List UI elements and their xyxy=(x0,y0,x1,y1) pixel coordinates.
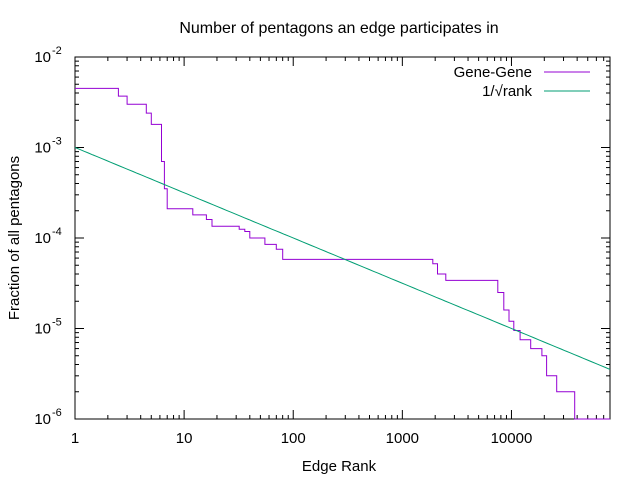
series-layer xyxy=(74,87,611,420)
y-axis-ticks: 10-610-510-410-310-2 xyxy=(34,45,610,428)
x-axis-label: Edge Rank xyxy=(302,458,377,475)
legend-label: Gene-Gene xyxy=(454,64,532,81)
y-tick-exponent: -6 xyxy=(52,407,62,419)
y-tick-exponent: -3 xyxy=(52,136,62,148)
plot-frame xyxy=(74,56,611,420)
y-tick-label: 10 xyxy=(34,140,51,157)
plot-border xyxy=(74,56,611,420)
y-tick-label: 10 xyxy=(34,411,51,428)
y-tick-exponent: -5 xyxy=(52,317,62,329)
y-tick-exponent: -4 xyxy=(52,226,62,238)
series-line-2 xyxy=(74,147,611,370)
x-tick-label: 10000 xyxy=(491,430,533,447)
series-line-1 xyxy=(75,87,610,420)
y-tick-label: 10 xyxy=(34,230,51,247)
y-tick-label: 10 xyxy=(34,321,51,338)
y-tick-exponent: -2 xyxy=(52,45,62,57)
y-tick-label: 10 xyxy=(34,49,51,66)
chart-title: Number of pentagons an edge participates… xyxy=(179,20,498,37)
legend-label: 1/√rank xyxy=(482,83,532,100)
x-tick-label: 100 xyxy=(281,430,306,447)
legend: Gene-Gene 1/√rank xyxy=(454,64,590,100)
x-tick-label: 1 xyxy=(71,430,79,447)
y-axis-label: Fraction of all pentagons xyxy=(6,156,23,320)
x-tick-label: 10 xyxy=(176,430,193,447)
x-tick-label: 1000 xyxy=(386,430,419,447)
x-axis-ticks: 1 10 100 1000 10000 xyxy=(71,57,611,447)
